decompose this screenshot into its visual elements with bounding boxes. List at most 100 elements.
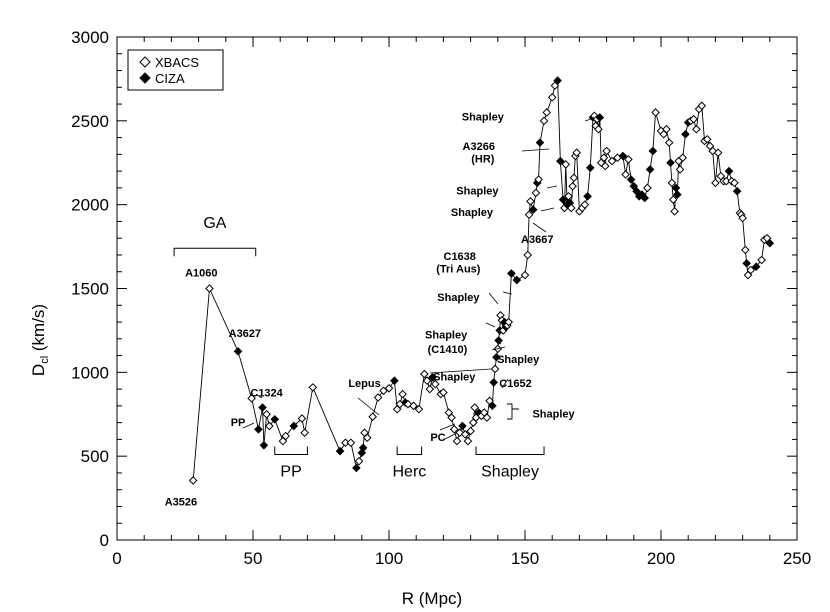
xbacs-point bbox=[373, 393, 383, 402]
xbacs-point bbox=[414, 404, 424, 414]
xbacs-point bbox=[757, 255, 766, 265]
xbacs-point bbox=[643, 183, 652, 193]
annotation-label: Shapley bbox=[433, 372, 476, 384]
xbacs-point bbox=[297, 414, 307, 423]
xbacs-point bbox=[422, 376, 432, 386]
y-tick-label: 1500 bbox=[71, 280, 109, 299]
xbacs-point bbox=[697, 101, 707, 111]
annotation-label: PP bbox=[231, 417, 246, 429]
annotation-label: Shapley bbox=[437, 292, 480, 304]
x-axis-title: R (Mpc) bbox=[402, 589, 462, 608]
x-tick-label: 250 bbox=[783, 549, 811, 568]
annotation-label: C1638 bbox=[444, 251, 476, 263]
annotation-label: Shapley bbox=[425, 330, 468, 342]
annotation-label: PC bbox=[430, 432, 445, 444]
xbacs-point bbox=[531, 188, 541, 198]
annotation-label: (C1410) bbox=[428, 344, 468, 356]
xbacs-point bbox=[689, 114, 698, 124]
xbacs-point bbox=[564, 191, 573, 201]
xbacs-point bbox=[504, 317, 513, 327]
annotation-pointer bbox=[429, 368, 492, 374]
xbacs-point bbox=[547, 93, 557, 102]
annotation-label: C1324 bbox=[250, 387, 283, 399]
xbacs-point bbox=[265, 421, 274, 431]
xbacs-point bbox=[651, 108, 660, 117]
ciza-point bbox=[489, 378, 499, 387]
xbacs-point bbox=[420, 369, 429, 379]
xbacs-point bbox=[425, 384, 435, 394]
annotation-label: Shapley bbox=[456, 185, 499, 197]
xbacs-point bbox=[534, 175, 543, 184]
group-label: Herc bbox=[393, 463, 427, 480]
ciza-point bbox=[732, 186, 742, 196]
marker-layer bbox=[188, 76, 775, 485]
annotation-pointer bbox=[501, 378, 509, 389]
xbacs-point bbox=[624, 155, 633, 164]
ciza-point bbox=[254, 425, 263, 434]
annotation-label: A3667 bbox=[521, 234, 553, 246]
ciza-point bbox=[488, 401, 497, 411]
annotation-pointer bbox=[485, 322, 496, 328]
group-bracket bbox=[475, 446, 545, 455]
xbacs-point bbox=[621, 170, 630, 179]
xbacs-point bbox=[746, 265, 756, 275]
ciza-point bbox=[335, 446, 345, 456]
ciza-point bbox=[558, 195, 568, 204]
legend-box bbox=[127, 49, 224, 91]
annotation-pointer bbox=[442, 433, 456, 441]
annotation-pointer bbox=[496, 341, 502, 345]
y-axis-title-main: D bbox=[29, 364, 48, 376]
xbacs-point bbox=[398, 389, 407, 399]
xbacs-point bbox=[447, 413, 456, 422]
ciza-point bbox=[595, 113, 605, 122]
xbacs-point bbox=[300, 428, 309, 438]
xbacs-point bbox=[667, 178, 677, 188]
annotation-pointer bbox=[584, 117, 595, 122]
ciza-point bbox=[259, 440, 269, 450]
xbacs-point bbox=[308, 383, 318, 392]
xbacs-point bbox=[466, 426, 475, 436]
ciza-point bbox=[681, 129, 690, 139]
xbacs-point bbox=[354, 456, 364, 466]
xbacs-point bbox=[711, 178, 720, 188]
y-tick-label: 0 bbox=[100, 531, 109, 550]
ciza-point bbox=[357, 448, 367, 458]
ciza-point bbox=[390, 376, 399, 386]
annotation-pointer bbox=[439, 423, 456, 431]
annotation-label: Lepus bbox=[348, 378, 380, 390]
legend-label-ciza: CIZA bbox=[155, 71, 185, 86]
ciza-point bbox=[648, 146, 658, 156]
xbacs-point bbox=[539, 116, 549, 126]
ciza-point bbox=[640, 193, 649, 203]
xbacs-point bbox=[452, 436, 462, 446]
xbacs-point bbox=[713, 148, 723, 157]
xbacs-point bbox=[738, 213, 747, 223]
xbacs-point bbox=[572, 148, 581, 157]
xbacs-point bbox=[730, 178, 739, 188]
xbacs-point bbox=[384, 383, 394, 393]
annotation-label: A3266 bbox=[463, 141, 495, 153]
annotation-pointer bbox=[546, 185, 558, 189]
legend-marker-ciza bbox=[139, 72, 151, 84]
ciza-point bbox=[556, 156, 565, 166]
ciza-point bbox=[585, 163, 595, 173]
group-label: PP bbox=[280, 463, 301, 480]
annotation-label: A3627 bbox=[229, 328, 261, 340]
x-tick-label: 100 bbox=[375, 549, 403, 568]
xbacs-point bbox=[188, 476, 198, 485]
annotation-pointer bbox=[502, 291, 513, 295]
xbacs-point bbox=[524, 210, 534, 220]
ciza-point bbox=[583, 191, 592, 201]
group-label: GA bbox=[203, 215, 226, 232]
ciza-point bbox=[765, 238, 775, 248]
ciza-point bbox=[535, 138, 545, 147]
xbacs-point bbox=[675, 165, 685, 174]
annotation-pointer bbox=[242, 422, 255, 429]
xbacs-point bbox=[741, 245, 750, 255]
xbacs-point bbox=[580, 200, 590, 209]
xbacs-point bbox=[702, 134, 712, 144]
xbacs-point bbox=[460, 430, 470, 439]
y-axis-title-sub: cl bbox=[39, 356, 51, 364]
